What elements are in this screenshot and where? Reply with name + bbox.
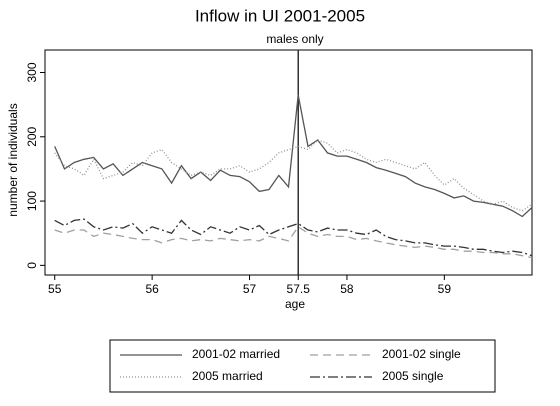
series-line	[54, 225, 533, 259]
x-tick-label: 57.5	[287, 282, 311, 296]
legend-label: 2001-02 single	[382, 347, 461, 361]
x-tick-label: 57	[243, 282, 257, 296]
y-tick-label: 300	[25, 62, 39, 82]
chart-subtitle: males only	[266, 32, 323, 46]
y-tick-label: 100	[25, 191, 39, 211]
x-tick-label: 55	[48, 282, 62, 296]
y-axis-label: number of individuals	[6, 103, 20, 216]
series-line	[54, 94, 533, 218]
plot-frame	[44, 49, 533, 276]
y-tick-label: 0	[25, 262, 39, 269]
chart-title: Inflow in UI 2001-2005	[195, 6, 365, 25]
legend-label: 2005 single	[382, 369, 444, 383]
legend-label: 2001-02 married	[192, 347, 280, 361]
series-line	[54, 218, 533, 257]
series-line	[54, 139, 533, 212]
legend-box	[109, 339, 496, 393]
y-tick-label: 200	[25, 126, 39, 146]
x-tick-label: 56	[145, 282, 159, 296]
legend-label: 2005 married	[192, 369, 263, 383]
x-tick-label: 59	[438, 282, 452, 296]
x-tick-label: 58	[340, 282, 354, 296]
x-axis-label: age	[285, 297, 305, 311]
